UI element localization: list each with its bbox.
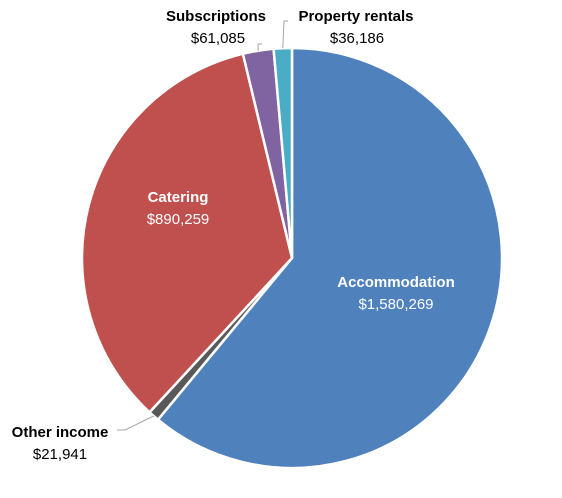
pie-slice-property-rentals (272, 46, 294, 260)
leader-line-subscriptions (257, 43, 262, 51)
pie-slice-accommodation (156, 46, 504, 470)
leader-line-property-rentals (282, 20, 288, 49)
pie-slice-catering (80, 52, 294, 414)
leader-line-other-income (117, 415, 154, 431)
slice-label-property-rentals-value: $36,186 (330, 30, 384, 47)
leader-lines (117, 20, 288, 431)
slice-label-other-income-name: Other income (12, 424, 109, 441)
slice-label-catering-name: Catering (148, 189, 209, 206)
data-labels: Accommodation $1,580,269 Other income $2… (12, 8, 455, 463)
slice-label-other-income-value: $21,941 (33, 446, 87, 463)
slice-label-accommodation-name: Accommodation (337, 274, 455, 291)
slice-label-accommodation-value: $1,580,269 (358, 296, 433, 313)
slice-label-subscriptions-name: Subscriptions (166, 8, 266, 25)
slice-label-property-rentals-name: Property rentals (298, 8, 413, 25)
pie-slices (80, 46, 504, 470)
slice-label-subscriptions-value: $61,085 (191, 30, 245, 47)
slice-label-catering-value: $890,259 (147, 211, 210, 228)
